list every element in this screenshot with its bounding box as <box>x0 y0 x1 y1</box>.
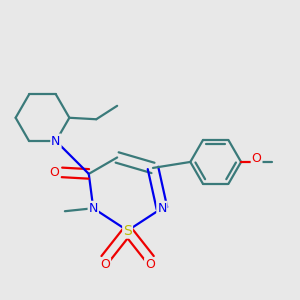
Text: N: N <box>51 134 61 148</box>
Text: O: O <box>252 152 262 165</box>
Text: O: O <box>145 259 155 272</box>
Text: S: S <box>123 224 132 238</box>
Text: N: N <box>88 202 98 215</box>
Text: O: O <box>50 166 59 179</box>
Text: O: O <box>100 259 110 272</box>
Text: N: N <box>157 202 167 215</box>
